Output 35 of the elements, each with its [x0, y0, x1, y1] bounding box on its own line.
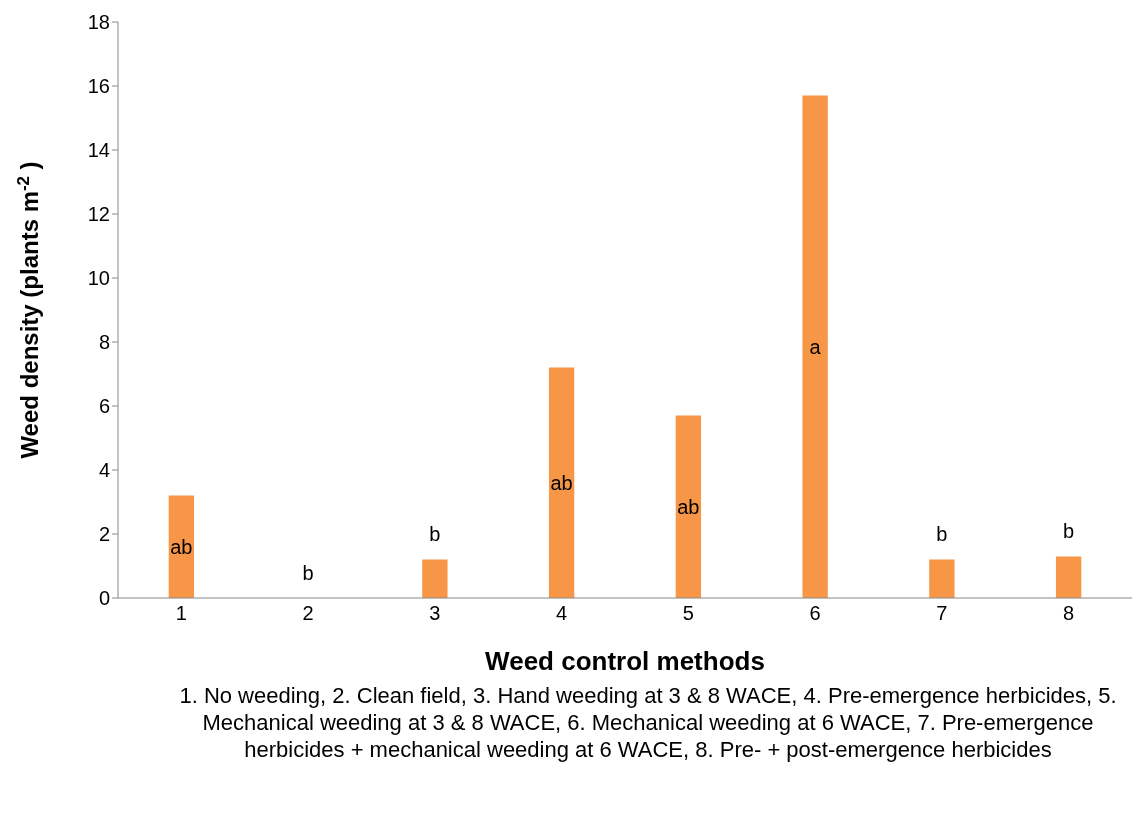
annotation: b	[1063, 519, 1075, 542]
bar	[675, 415, 702, 598]
bar	[929, 559, 955, 598]
annotation: b	[936, 523, 948, 546]
y-tick-label: 6	[98, 395, 110, 418]
x-axis-title: Weed control methods	[485, 646, 765, 676]
x-tick-label: 6	[809, 602, 821, 625]
annotation: b	[429, 523, 441, 546]
y-tick-label: 18	[87, 11, 110, 34]
bar	[802, 95, 828, 598]
x-tick-label: 1	[175, 602, 187, 625]
bar	[548, 367, 575, 598]
x-tick-label: 4	[556, 602, 568, 625]
y-tick-label: 4	[98, 459, 110, 482]
bar	[422, 559, 448, 598]
y-tick-label: 10	[87, 267, 110, 290]
y-tick-label: 14	[87, 139, 110, 162]
x-tick-label: 8	[1063, 602, 1075, 625]
annotation: b	[302, 561, 314, 584]
bar	[1055, 556, 1082, 598]
x-tick-label: 5	[682, 602, 694, 625]
annotation: ab	[550, 471, 573, 494]
bar	[168, 495, 195, 598]
y-tick-label: 12	[87, 203, 110, 226]
annotation: ab	[170, 535, 193, 558]
y-tick-label: 2	[98, 523, 110, 546]
x-tick-label: 2	[302, 602, 314, 625]
y-tick-label: 0	[98, 587, 110, 610]
y-tick-label: 8	[98, 331, 110, 354]
text: 1. No weeding, 2. Clean field, 3. Hand weeding at 3 & 8 WACE, 4. Pre-emergence herbicides, 5. Mechanical weeding at 3 & 8 WACE, 6. Mechanical weeding at 6 WACE, 7. Pre-emergence herbicides + mechanical weeding at 6 WACE, 8. Pre- + post-emergence herbicides	[178, 682, 1118, 763]
x-tick-label: 3	[429, 602, 441, 625]
x-tick-label: 7	[936, 602, 948, 625]
y-tick-label: 16	[87, 75, 110, 98]
annotation: a	[809, 335, 822, 358]
annotation: ab	[677, 495, 700, 518]
